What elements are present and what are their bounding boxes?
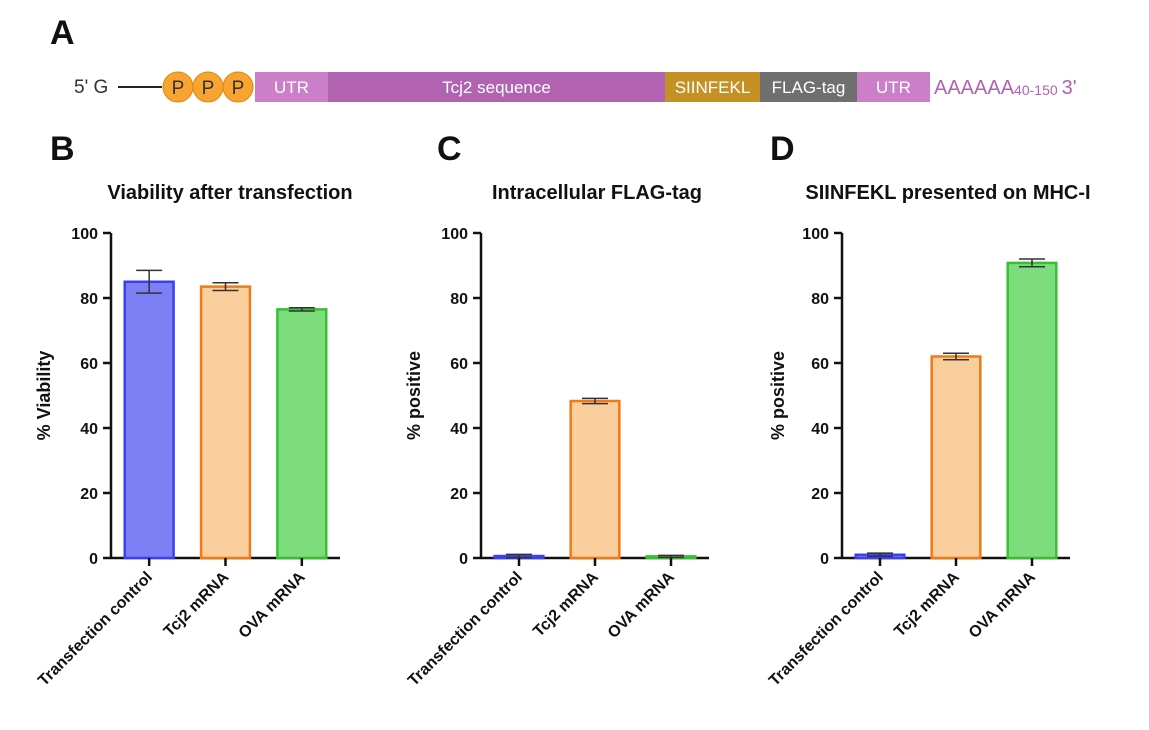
five-prime-label: 5' G (74, 77, 108, 98)
y-tick-label: 80 (80, 291, 98, 308)
panel-c-chart: C Intracellular FLAG-tag % positive 0 20 40 60… (404, 130, 709, 690)
category-label: Tcj2 mRNA (530, 568, 602, 640)
category-label: OVA mRNA (605, 568, 678, 641)
y-tick-label: 40 (80, 421, 98, 438)
bar-tcj2-mrna (569, 399, 621, 560)
panel-letter-a: A (50, 14, 75, 52)
chart-title: SIINFEKL presented on MHC-I (805, 182, 1090, 204)
y-tick-label: 20 (811, 486, 829, 503)
y-tick-label: 100 (441, 226, 468, 243)
y-tick-label: 40 (450, 421, 468, 438)
chart-title: Viability after transfection (107, 182, 352, 204)
cap-phosphate-label: P (202, 78, 215, 99)
panel-d-chart: D SIINFEKL presented on MHC-I % positive 0 2… (766, 130, 1091, 690)
y-tick-label: 0 (89, 551, 98, 568)
y-tick-label: 0 (459, 551, 468, 568)
segment-label: UTR (274, 78, 309, 97)
y-tick-label: 100 (802, 226, 829, 243)
cap-phosphate-3 (222, 71, 254, 103)
category-label: Tcj2 mRNA (161, 568, 233, 640)
segment-utr (857, 72, 930, 102)
segment-label: SIINFEKL (675, 78, 751, 97)
y-axis-label: % positive (768, 351, 788, 440)
bar-ova-mrna (1006, 261, 1058, 560)
chart-title: Intracellular FLAG-tag (492, 182, 702, 204)
y-tick-label: 20 (450, 486, 468, 503)
three-prime-label: 3' (1062, 77, 1077, 99)
y-tick-label: 80 (811, 291, 829, 308)
y-tick-label: 40 (811, 421, 829, 438)
y-tick-label: 20 (80, 486, 98, 503)
y-axis-label: % Viability (34, 351, 54, 441)
category-label: Tcj2 mRNA (891, 568, 963, 640)
construct-segments: UTR Tcj2 sequence SIINFEKL FLAG-tag UTR (255, 72, 930, 102)
category-label: Transfection control (35, 569, 156, 690)
panel-b-chart: B Viability after transfection % Viability… (34, 130, 353, 690)
y-tick-label: 0 (820, 551, 829, 568)
category-label: OVA mRNA (966, 568, 1039, 641)
cap-phosphate-label: P (232, 78, 245, 99)
bar-ova-mrna (276, 308, 328, 560)
segment-label: FLAG-tag (772, 78, 846, 97)
poly-a-letters: AAAAAA (934, 77, 1015, 99)
y-axis-label: % positive (404, 351, 424, 440)
panel-letter-d: D (770, 130, 795, 168)
poly-a-tail: AAAAAA40-150 3' (934, 77, 1077, 99)
category-label: Transfection control (766, 569, 887, 690)
panel-letter-c: C (437, 130, 462, 168)
y-tick-label: 60 (811, 356, 829, 373)
y-tick-label: 60 (80, 356, 98, 373)
bar-transfection-control (123, 280, 175, 560)
panel-letter-b: B (50, 130, 75, 168)
cap-phosphate-label: P (172, 78, 185, 99)
category-label: Transfection control (405, 569, 526, 690)
poly-a-range: 40-150 (1014, 82, 1058, 98)
segment-utr (255, 72, 328, 102)
category-label: OVA mRNA (236, 568, 309, 641)
segment-label: Tcj2 sequence (442, 78, 551, 97)
segment-tcj2-sequence (328, 72, 665, 102)
y-tick-label: 100 (71, 226, 98, 243)
bar-tcj2-mrna (930, 355, 982, 560)
segment-flag-tag (760, 72, 857, 102)
y-tick-label: 60 (450, 356, 468, 373)
y-tick-label: 80 (450, 291, 468, 308)
segment-label: UTR (876, 78, 911, 97)
bar-tcj2-mrna (199, 285, 252, 560)
segment-siinfekl (665, 72, 760, 102)
